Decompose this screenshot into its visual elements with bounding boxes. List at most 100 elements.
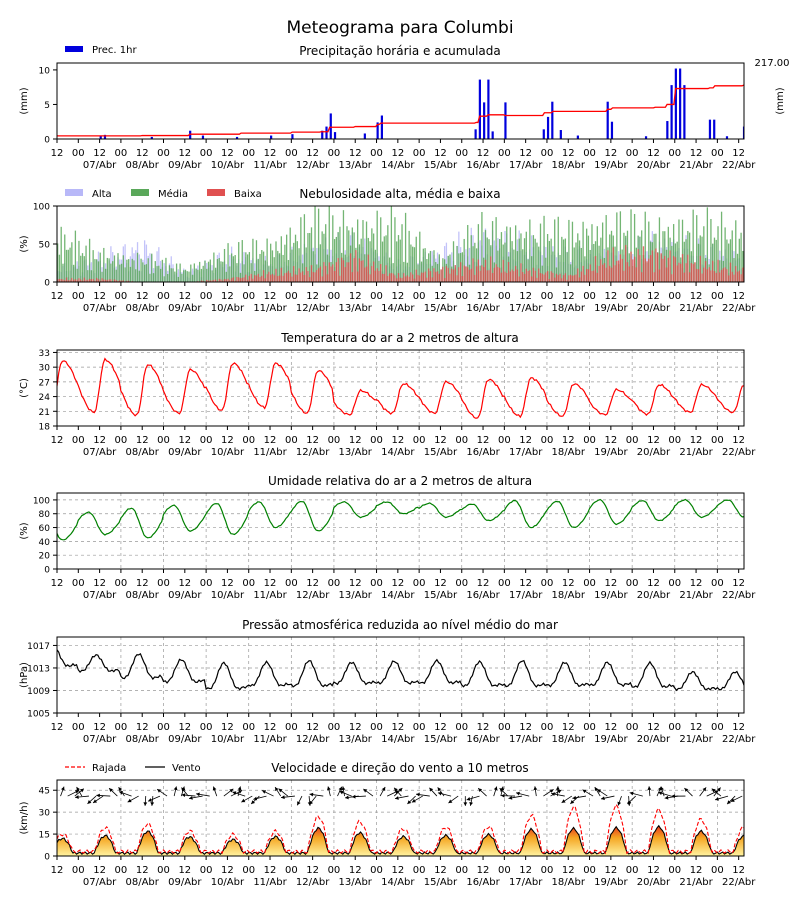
humidity-ytick-label: 40 <box>39 538 51 548</box>
cloud-mid-bar <box>417 264 419 282</box>
wind-arrow-head <box>96 793 100 798</box>
cloud-low-bar <box>380 264 382 282</box>
cloud-mid-bar <box>456 246 458 282</box>
cloud-low-bar <box>468 269 471 282</box>
cloud-mid-bar <box>614 246 616 282</box>
cloud-mid-bar <box>80 255 82 282</box>
precipitation-day-label: 09/Abr <box>168 160 202 171</box>
cloud-low-bar <box>710 270 712 282</box>
humidity-hour-label: 00 <box>541 578 554 589</box>
humidity-day-label: 13/Abr <box>339 590 373 601</box>
temperature-hour-label: 12 <box>732 435 745 446</box>
cloud-mid-bar <box>149 273 151 282</box>
wind-arrow-head <box>75 790 80 794</box>
precipitation-ytick-label: 10 <box>39 66 51 76</box>
cloud-cover-hour-label: 12 <box>136 291 149 302</box>
wind-hour-label: 12 <box>604 865 617 876</box>
cloud-cover-day-label: 13/Abr <box>339 303 373 314</box>
humidity-chart: Umidade relativa do ar a 2 metros de alt… <box>19 474 756 601</box>
legend-swatch-cloud <box>207 189 225 196</box>
cloud-low-bar <box>671 274 673 282</box>
cloud-mid-bar <box>360 238 362 282</box>
humidity-hour-label: 12 <box>519 578 532 589</box>
cloud-low-bar <box>234 280 236 282</box>
wind-arrow-head <box>309 800 314 805</box>
pressure-ytick-label: 1005 <box>27 710 50 720</box>
cloud-mid-bar <box>543 215 545 282</box>
cloud-low-bar <box>545 272 547 282</box>
cloud-mid-bar <box>117 253 119 282</box>
cloud-low-bar <box>701 273 703 282</box>
humidity-frame <box>56 492 745 570</box>
wind-hour-label: 12 <box>562 865 575 876</box>
cloud-low-bar <box>301 271 304 282</box>
cloud-mid-bar <box>381 241 384 282</box>
cloud-mid-bar <box>158 265 160 282</box>
cloud-low-bar <box>472 258 474 282</box>
wind-day-label: 21/Abr <box>679 877 713 888</box>
humidity-hour-label: 12 <box>178 578 191 589</box>
cloud-low-bar <box>275 268 277 282</box>
cloud-low-bar <box>362 260 364 282</box>
humidity-day-label: 21/Abr <box>679 590 713 601</box>
cloud-low-bar <box>502 259 504 282</box>
temperature-day-label: 12/Abr <box>296 447 330 458</box>
cloud-mid-bar <box>593 243 595 282</box>
cloud-low-bar <box>731 271 733 282</box>
temperature-hour-label: 12 <box>306 435 319 446</box>
precipitation-hour-label: 12 <box>93 148 106 159</box>
humidity-day-label: 20/Abr <box>637 590 671 601</box>
wind-day-label: 13/Abr <box>339 877 373 888</box>
humidity-hour-label: 12 <box>434 578 447 589</box>
pressure-line <box>57 649 744 692</box>
cloud-mid-bar <box>394 217 396 282</box>
cloud-mid-bar <box>58 254 61 282</box>
precipitation-hour-label: 12 <box>391 148 404 159</box>
wind-day-label: 16/Abr <box>466 877 500 888</box>
wind-hour-label: 12 <box>732 865 745 876</box>
cloud-high-bar <box>483 232 485 282</box>
cloud-mid-bar <box>264 260 266 282</box>
cloud-low-bar <box>635 267 638 282</box>
cloud-mid-bar <box>692 209 694 282</box>
cloud-mid-bar <box>243 264 245 282</box>
pressure-hour-label: 12 <box>264 722 277 733</box>
cloud-mid-bar <box>610 230 613 282</box>
precipitation-day-label: 16/Abr <box>466 160 500 171</box>
cloud-mid-bar <box>119 264 121 282</box>
cloud-low-bar <box>412 274 414 282</box>
cloud-low-bar <box>657 252 659 282</box>
cloud-mid-bar <box>477 224 480 282</box>
precipitation-day-label: 18/Abr <box>552 160 586 171</box>
cloud-mid-bar <box>387 225 389 282</box>
humidity-plot-area <box>57 493 744 569</box>
cloud-low-bar <box>390 272 393 282</box>
temperature-day-label: 07/Abr <box>83 447 117 458</box>
cloud-high-bar <box>124 244 126 282</box>
cloud-mid-bar <box>571 221 574 282</box>
cloud-low-bar <box>376 268 378 282</box>
cloud-low-bar <box>692 264 694 282</box>
cloud-mid-bar <box>69 247 71 282</box>
cloud-low-bar <box>658 269 661 282</box>
wind-day-label: 15/Abr <box>424 877 458 888</box>
precip-bar <box>559 130 562 139</box>
temperature-day-label: 19/Abr <box>594 447 628 458</box>
temperature-day-label: 09/Abr <box>168 447 202 458</box>
wind-day-label: 20/Abr <box>637 877 671 888</box>
precipitation-hour-label: 00 <box>200 148 213 159</box>
cloud-low-bar <box>520 263 522 282</box>
pressure-plot-area <box>57 637 744 713</box>
temperature-hour-label: 12 <box>349 435 362 446</box>
wind-hour-label: 00 <box>541 865 554 876</box>
cloud-low-bar <box>277 276 279 282</box>
temperature-hour-label: 12 <box>221 435 234 446</box>
wind-hour-label: 12 <box>690 865 703 876</box>
precip-bar <box>478 79 481 139</box>
cloud-cover-hour-label: 12 <box>221 291 234 302</box>
cloud-low-bar <box>626 262 629 282</box>
precipitation-hour-label: 12 <box>690 148 703 159</box>
temperature-title: Temperatura do ar a 2 metros de altura <box>280 331 519 345</box>
pressure-hour-label: 12 <box>221 722 234 733</box>
cloud-mid-bar <box>474 242 476 282</box>
